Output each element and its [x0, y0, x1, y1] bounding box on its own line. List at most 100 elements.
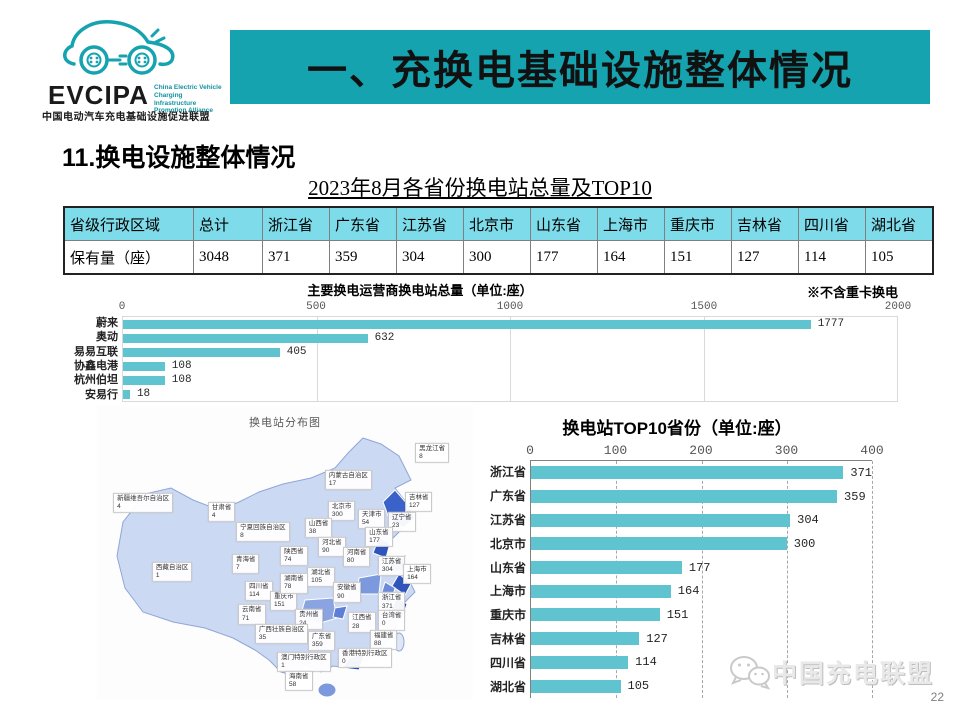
province-table: 省级行政区域 总计 浙江省 广东省 江苏省 北京市 山东省 上海市 重庆市 吉林省 四川省 湖北省 保有… [63, 206, 934, 275]
top10-chart-x-axis: 0 100 200 300 400 [526, 443, 884, 460]
table-header-cell: 省级行政区域 [63, 206, 194, 241]
ev-car-icon [63, 20, 175, 75]
watermark-text: 中国充电联盟 [772, 660, 935, 688]
category-label: 协鑫电港 [74, 360, 118, 373]
map-region-label: 香港特别行政区 0 [338, 647, 392, 668]
bar-row: 151 [531, 608, 872, 622]
bar-value-label: 151 [666, 607, 689, 622]
table-header-cell: 江苏省 [396, 206, 464, 241]
bar-row: 304 [531, 513, 872, 527]
bar [531, 584, 671, 598]
map-region-label: 陕西省 74 [280, 545, 308, 567]
map-region-label: 青海省 7 [231, 554, 260, 575]
category-label: 山东省 [489, 560, 526, 575]
table-header-cell: 四川省 [798, 206, 866, 241]
bar-value-label: 371 [850, 465, 872, 480]
gridline [872, 461, 873, 698]
map-region-label: 安徽省 90 [333, 582, 361, 603]
gridline [897, 317, 898, 401]
swap-station-map: 换电站分布图 新疆维吾尔自治区 4 西藏自治区 1 青海省 7 甘肃省 4 宁夏回族自治区 8 内蒙… [97, 406, 473, 700]
bar-value-label: 632 [374, 332, 395, 344]
axis-tick-label: 2000 [884, 301, 912, 313]
category-label: 上海市 [489, 584, 526, 599]
bar-row: 359 [531, 490, 872, 504]
gridline [316, 317, 318, 401]
map-region-label: 山东省 177 [365, 526, 393, 547]
bar [123, 375, 165, 385]
bar-row: 177 [531, 561, 872, 575]
axis-tick-label: 500 [306, 301, 326, 313]
table-value-cell: 177 [530, 240, 598, 275]
bar-row: 18 [123, 388, 897, 400]
category-label: 奥动 [96, 331, 118, 344]
axis-tick-label: 0 [118, 301, 126, 313]
axis-tick-label: 1500 [690, 301, 718, 313]
logo-subtitle-en: China Electric Vehicle Charging Infrastr… [154, 84, 222, 115]
table-header-cell: 上海市 [597, 206, 665, 241]
table-value-cell: 保有量（座） [63, 240, 194, 275]
map-region-label: 天津市 54 [357, 508, 386, 530]
bar-row: 405 [123, 346, 897, 358]
bar-value-label: 1777 [817, 318, 845, 330]
map-region-label: 黑龙江省 8 [415, 442, 450, 464]
map-region-label: 山西省 38 [304, 517, 333, 538]
bar-row: 108 [123, 360, 897, 372]
operators-chart-category-labels: 蔚来 奥动 易易互联 协鑫电港 杭州伯坦 安易行 [58, 316, 122, 402]
axis-tick-label: 1000 [496, 301, 524, 313]
axis-tick-label: 300 [774, 443, 799, 458]
category-label: 江苏省 [489, 512, 526, 527]
axis-tick-label: 200 [689, 443, 713, 458]
top10-bar-chart: 换电站TOP10省份（单位:座） 0 100 200 300 400 浙江省 广东省 江苏省… [482, 414, 884, 698]
bar [123, 333, 368, 343]
map-region-label: 内蒙古自治区 17 [324, 469, 372, 490]
bar-value-label: 108 [171, 360, 192, 372]
map-region-label: 湖北省 105 [307, 566, 335, 588]
bar [531, 490, 838, 504]
bar-row: 114 [531, 655, 872, 669]
page-number: 22 [930, 690, 944, 704]
map-region-label: 四川省 114 [245, 581, 273, 602]
gridline [701, 461, 703, 698]
bar [531, 513, 791, 527]
category-label: 重庆市 [489, 608, 526, 623]
axis-tick-label: 100 [603, 443, 628, 458]
bar [531, 679, 621, 693]
bar-row: 300 [531, 537, 872, 551]
category-label: 安易行 [85, 388, 118, 401]
bar-value-label: 108 [171, 374, 192, 386]
map-region-label: 江苏省 304 [377, 556, 406, 577]
table-value-cell: 3048 [193, 240, 263, 275]
operators-chart-plot: 1777 632 405 108 108 18 [122, 316, 898, 402]
gridline [510, 317, 511, 401]
top10-chart-category-labels: 浙江省 广东省 江苏省 北京市 山东省 上海市 重庆市 吉林省 四川省 湖北省 [482, 460, 530, 698]
table-value-cell: 105 [865, 240, 934, 275]
bar-value-label: 304 [797, 513, 819, 528]
bar-value-label: 177 [688, 560, 711, 575]
table-value-cell: 127 [731, 240, 799, 275]
map-region-label: 重庆市 151 [269, 591, 298, 612]
category-label: 广东省 [489, 489, 526, 504]
gridline [786, 461, 788, 698]
map-region-label: 广东省 359 [307, 630, 336, 651]
hainan-island [317, 682, 337, 698]
bar-row: 164 [531, 584, 872, 598]
map-region-label: 西藏自治区 1 [151, 561, 193, 583]
bar [123, 389, 130, 399]
map-region-label: 海南省 58 [285, 670, 313, 691]
bar [531, 466, 844, 480]
bar-row: 371 [531, 466, 872, 480]
map-region-label: 上海市 164 [403, 564, 431, 585]
bar-row: 1777 [123, 318, 897, 330]
bar-row: 105 [531, 679, 872, 693]
table-title: 2023年8月各省份换电站总量及TOP10 [308, 176, 652, 200]
category-label: 浙江省 [489, 465, 526, 480]
gridline [616, 461, 618, 698]
bar [531, 537, 787, 551]
category-label: 蔚来 [96, 317, 118, 330]
table-header-cell: 浙江省 [262, 206, 330, 241]
bar [123, 361, 165, 371]
map-region-label: 广西壮族自治区 35 [254, 623, 309, 644]
bar-value-label: 164 [677, 584, 700, 599]
operators-chart-x-axis: 0 500 1000 1500 2000 [118, 301, 912, 316]
